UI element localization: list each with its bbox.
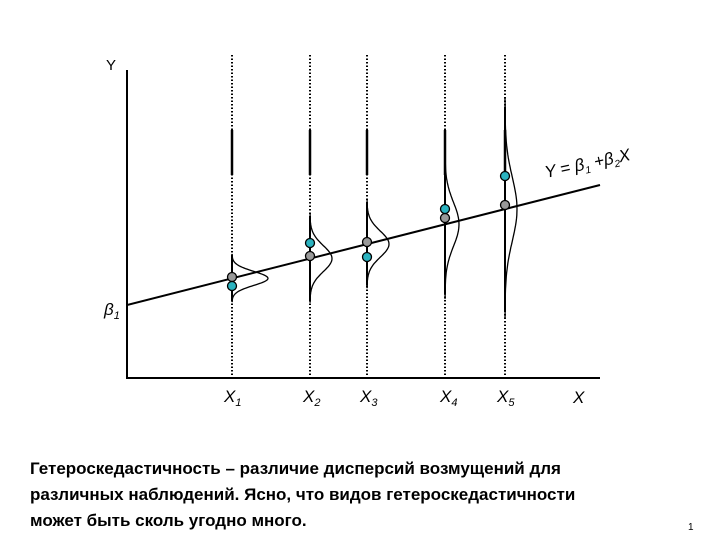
x-point-base: X (439, 387, 452, 406)
intercept-sub: 1 (114, 310, 120, 322)
x-point-label: X5 (496, 387, 515, 409)
x-point-base: X (359, 387, 372, 406)
x-point-label: X1 (223, 387, 241, 409)
observed-point (226, 280, 238, 292)
equation-sub: 1 (584, 165, 592, 177)
x-point-sub: 1 (235, 397, 241, 409)
x-point-base: X (223, 387, 236, 406)
distribution-curve (444, 147, 460, 300)
distribution-curve (366, 198, 390, 289)
page-number: 1 (688, 522, 694, 533)
intercept-label: β1 (103, 300, 120, 322)
x-point-base: X (302, 387, 315, 406)
observed-point (499, 170, 511, 182)
x-label: X (572, 388, 585, 407)
distribution-curve (231, 253, 269, 303)
equation-text: Y = β (543, 155, 586, 182)
x-point-sub: 2 (313, 397, 320, 409)
equation-sub: 2 (613, 158, 622, 170)
intercept-base: β (103, 300, 114, 319)
x-point-label: X4 (439, 387, 457, 409)
equation-text: +β (588, 149, 616, 173)
distribution-curve (309, 213, 333, 303)
caption-line: может быть сколь угодно много. (30, 511, 307, 530)
y-label: Y (106, 57, 116, 74)
x-point-sub: 4 (451, 397, 457, 409)
expected-point (439, 212, 451, 224)
caption-line: Гетероскедастичность – различие дисперси… (30, 459, 561, 478)
expected-point (499, 199, 511, 211)
x-point-base: X (496, 387, 509, 406)
caption-line: различных наблюдений. Ясно, что видов ге… (30, 485, 575, 504)
x-point-sub: 5 (508, 397, 515, 409)
expected-point (226, 271, 238, 283)
x-point-sub: 3 (371, 397, 378, 409)
distribution-curve (504, 97, 518, 318)
observed-point (361, 251, 373, 263)
expected-point (361, 236, 373, 248)
equation: Y = β1 +β2X (543, 145, 633, 185)
x-point-label: X2 (302, 387, 320, 409)
observed-point (304, 237, 316, 249)
expected-point (304, 250, 316, 262)
observed-point (439, 203, 451, 215)
equation-text: X (616, 145, 633, 166)
x-point-label: X3 (359, 387, 378, 409)
